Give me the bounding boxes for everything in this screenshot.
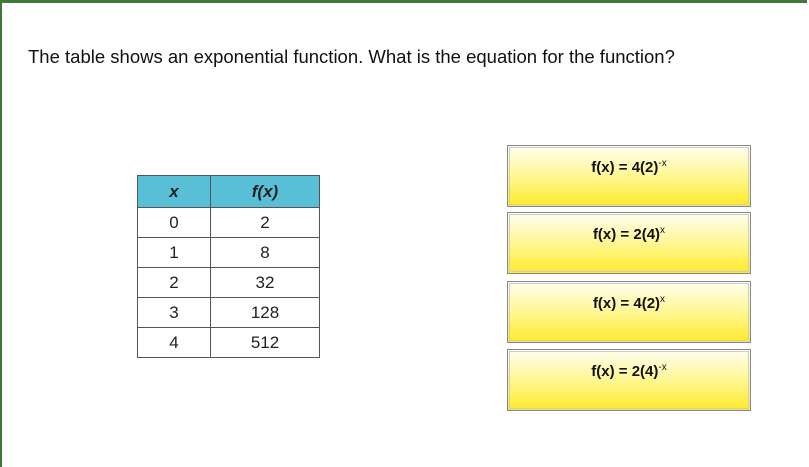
header-x: x (137, 175, 211, 208)
x-cell: 3 (137, 297, 211, 328)
fx-cell: 128 (210, 297, 320, 328)
answer-option-3[interactable]: f(x) = 4(2)x (507, 281, 751, 343)
x-cell: 4 (137, 327, 211, 358)
option-equation: f(x) = 2(4) (592, 226, 661, 243)
answer-option-4[interactable]: f(x) = 2(4)-x (507, 349, 751, 411)
x-cell: 0 (137, 207, 211, 238)
option-exponent: -x (658, 362, 667, 373)
answer-option-1[interactable]: f(x) = 4(2)-x (507, 145, 751, 207)
table-row: 2 32 (137, 267, 320, 298)
option-exponent: x (660, 294, 666, 305)
table-row: 3 128 (137, 297, 320, 328)
question-text: The table shows an exponential function.… (28, 46, 675, 67)
fx-cell: 8 (210, 237, 320, 268)
option-equation: f(x) = 4(2) (592, 295, 661, 312)
fx-cell: 512 (210, 327, 320, 358)
answer-option-2[interactable]: f(x) = 2(4)x (507, 212, 751, 274)
table-row: 4 512 (137, 327, 320, 358)
header-fx: f(x) (210, 175, 320, 208)
x-cell: 1 (137, 237, 211, 268)
table-header-row: x f(x) (137, 175, 320, 208)
option-equation: f(x) = 2(4) (591, 363, 659, 380)
fx-cell: 32 (210, 267, 320, 298)
option-equation: f(x) = 4(2) (591, 159, 659, 176)
x-cell: 2 (137, 267, 211, 298)
option-exponent: -x (658, 158, 667, 169)
fx-cell: 2 (210, 207, 320, 238)
function-table: x f(x) 0 2 1 8 2 32 3 128 4 512 (137, 175, 320, 358)
option-exponent: x (660, 225, 666, 236)
